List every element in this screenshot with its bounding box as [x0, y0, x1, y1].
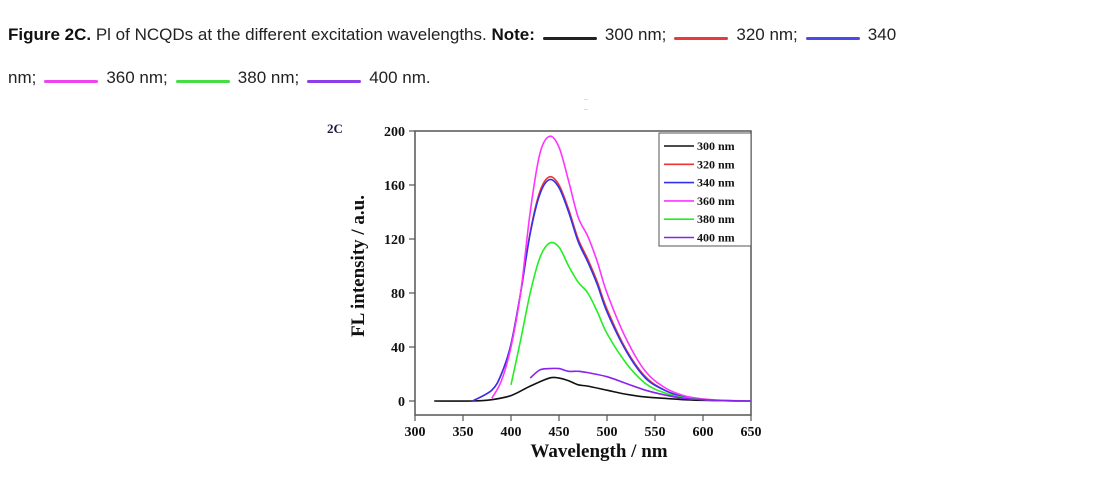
- faint-mark: [584, 109, 588, 110]
- legend-label: 300 nm: [697, 139, 735, 153]
- caption-line-1: Figure 2C. Pl of NCQDs at the different …: [8, 26, 896, 43]
- legend-label: 360 nm: [697, 194, 735, 208]
- legend-swatch-340: [805, 37, 860, 41]
- legend-box: [658, 132, 752, 247]
- series-line-380-nm: [510, 241, 752, 402]
- x-tick-label: 500: [597, 425, 618, 440]
- x-tick-label: 550: [645, 425, 666, 440]
- plot-frame: [414, 130, 752, 416]
- y-tick-label: 80: [391, 287, 405, 302]
- x-tick-label: 600: [693, 425, 714, 440]
- legend-label: 320 nm: [697, 157, 735, 171]
- caption-entry-360: 360 nm;: [106, 68, 168, 87]
- y-tick-label: 160: [384, 179, 405, 194]
- legend-swatch-400: [307, 80, 362, 84]
- panel-label: 2C: [327, 121, 343, 136]
- caption-text: Pl of NCQDs at the different excitation …: [91, 25, 492, 44]
- y-tick-label: 40: [391, 341, 405, 356]
- legend-swatch-380: [175, 80, 230, 84]
- caption-entry-300: 300 nm;: [604, 25, 667, 44]
- axes: 300 350 400 450 500 550 600 650 0 40 80 120 160 200: [384, 125, 762, 440]
- caption-entry-340-unit: nm;: [8, 68, 37, 87]
- x-tick-label: 300: [405, 425, 426, 440]
- x-tick-label: 650: [741, 425, 762, 440]
- legend-label: 340 nm: [697, 176, 735, 190]
- caption-entry-380: 380 nm;: [237, 68, 300, 87]
- figure-label: Figure 2C.: [8, 25, 92, 44]
- caption-entry-320: 320 nm;: [736, 25, 798, 44]
- legend-label: 380 nm: [697, 212, 735, 226]
- caption-line-2: nm; 360 nm; 380 nm; 400 nm.: [8, 69, 431, 86]
- legend-swatch-360: [44, 80, 99, 84]
- caption-entry-340: 340: [867, 25, 897, 44]
- legend-swatch-300: [542, 37, 597, 41]
- series-line-400-nm: [529, 367, 752, 402]
- x-tick-label: 400: [501, 425, 522, 440]
- x-tick-label: 450: [549, 425, 570, 440]
- series-line-360-nm: [491, 135, 752, 402]
- y-axis-label: FL intensity / a.u.: [348, 195, 369, 337]
- x-tick-label: 350: [453, 425, 474, 440]
- legend: 300 nm 320 nm 340 nm 360 nm 380 nm 400 nm: [658, 132, 752, 247]
- legend-swatch-320: [674, 37, 729, 41]
- y-tick-label: 200: [384, 125, 405, 140]
- note-label: Note:: [491, 25, 535, 44]
- legend-label: 400 nm: [697, 231, 735, 245]
- x-axis-label: Wavelength / nm: [530, 441, 667, 462]
- y-tick-label: 120: [384, 233, 405, 248]
- y-tick-label: 0: [398, 395, 405, 410]
- series-group: [434, 135, 752, 402]
- faint-mark: [584, 99, 588, 100]
- series-line-300-nm: [434, 376, 752, 402]
- caption-entry-400: 400 nm.: [369, 68, 431, 87]
